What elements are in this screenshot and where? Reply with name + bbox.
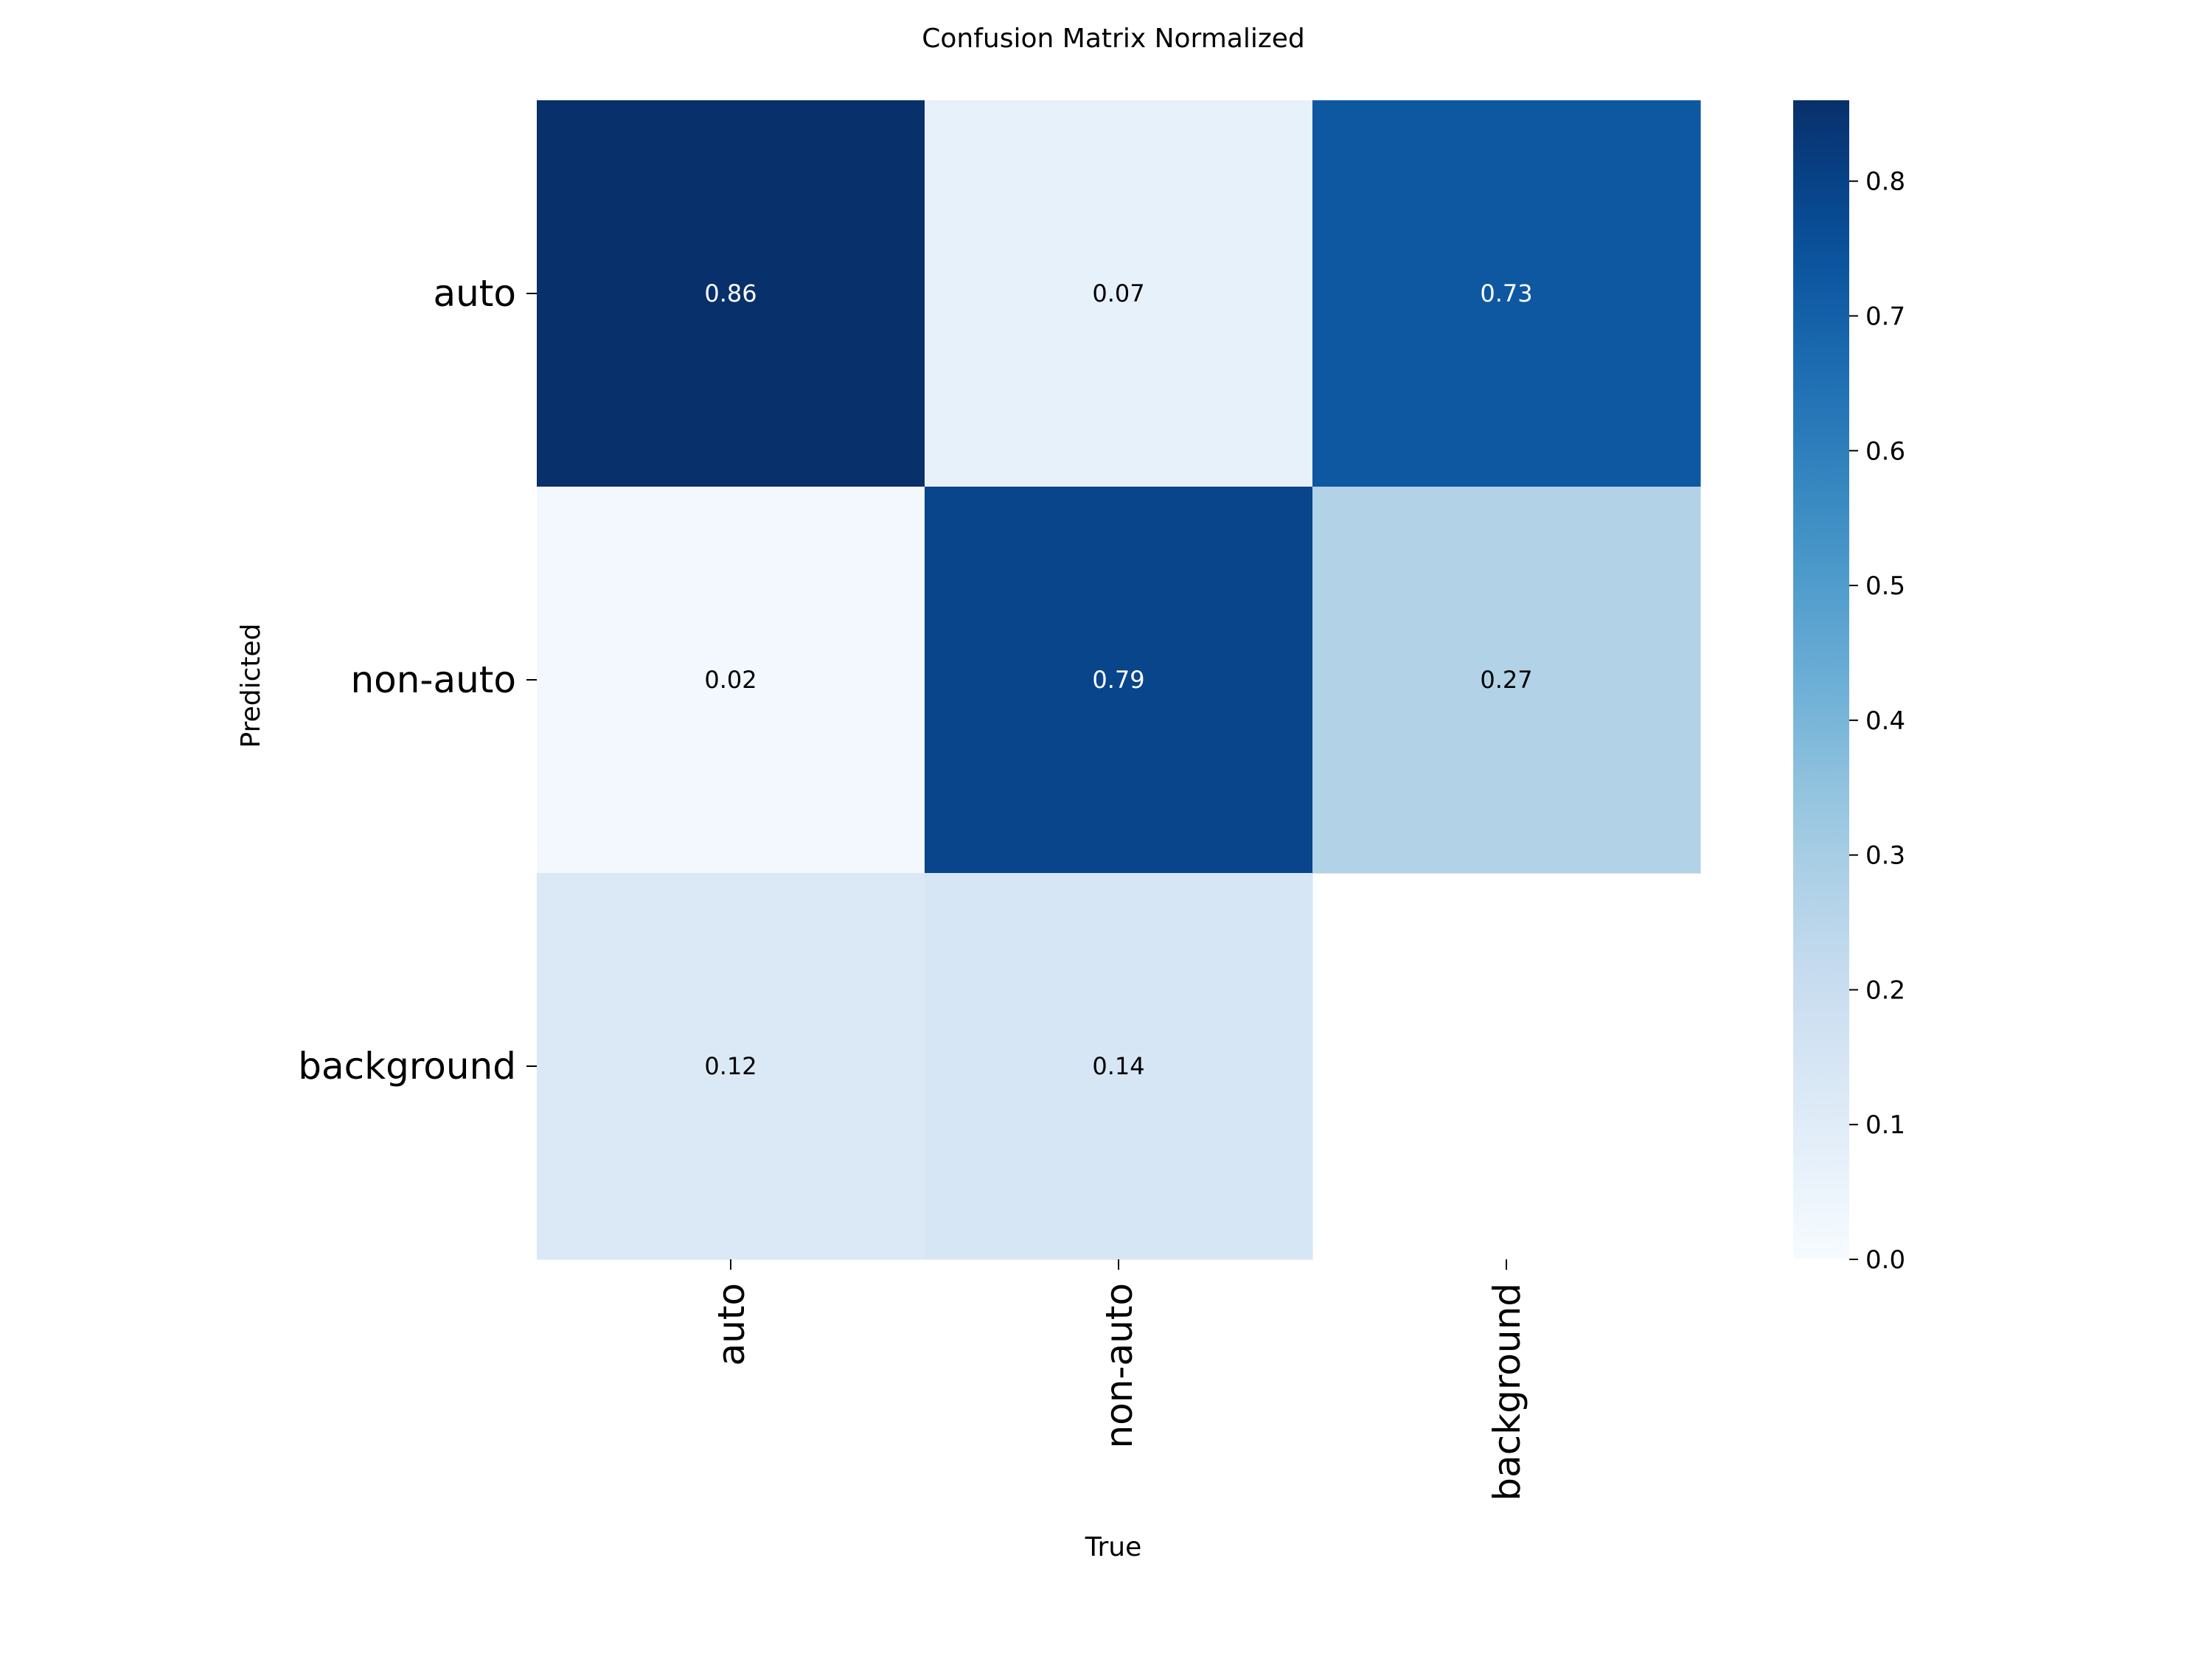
cell-auto-background [1312, 100, 1701, 487]
chart-title: Confusion Matrix Normalized [922, 24, 1304, 54]
x-tick-label-background: background [1486, 1283, 1528, 1501]
colorbar-ticks: 0.0 0.1 0.2 0.3 0.4 0.5 0.6 0.7 0.8 [1849, 167, 1905, 1275]
y-axis-label: Predicted [236, 624, 266, 748]
cell-background-auto [537, 873, 925, 1260]
colorbar-tick-label: 0.3 [1865, 841, 1905, 871]
x-tick-label-auto: auto [710, 1283, 753, 1366]
x-axis-label: True [1085, 1532, 1141, 1562]
cell-label: 0.86 [704, 279, 757, 307]
heatmap-cells [537, 100, 1701, 1260]
y-tick-label-auto: auto [433, 272, 516, 315]
colorbar-tick-label: 0.6 [1865, 437, 1905, 466]
colorbar-tick-label: 0.0 [1865, 1245, 1905, 1275]
cell-label: 0.02 [704, 666, 757, 694]
colorbar-tick-label: 0.4 [1865, 706, 1905, 736]
colorbar-tick-label: 0.5 [1865, 571, 1905, 601]
colorbar [1793, 100, 1849, 1259]
x-axis-ticks: auto non-auto background [710, 1259, 1528, 1501]
cell-auto-non-auto [925, 100, 1313, 487]
cell-background-non-auto [925, 873, 1313, 1260]
cell-non-auto-non-auto [925, 487, 1313, 874]
heatmap-cell-labels: 0.86 0.07 0.73 0.02 0.79 0.27 0.12 0.14 [704, 279, 1532, 1080]
y-axis-ticks: auto non-auto background [298, 272, 537, 1088]
cell-non-auto-background [1312, 487, 1701, 874]
colorbar-tick-label: 0.1 [1865, 1110, 1905, 1140]
cell-auto-auto [537, 100, 925, 487]
colorbar-tick-label: 0.7 [1865, 302, 1905, 331]
cell-label: 0.27 [1480, 666, 1532, 694]
colorbar-tick-label: 0.8 [1865, 167, 1905, 197]
colorbar-tick-label: 0.2 [1865, 975, 1905, 1005]
cell-label: 0.07 [1092, 279, 1144, 307]
cell-label: 0.79 [1092, 666, 1144, 694]
y-tick-label-background: background [298, 1045, 516, 1088]
cell-label: 0.12 [704, 1052, 757, 1080]
cell-non-auto-auto [537, 487, 925, 874]
y-tick-label-non-auto: non-auto [350, 658, 516, 701]
cell-label: 0.73 [1480, 279, 1532, 307]
cell-label: 0.14 [1092, 1052, 1144, 1080]
x-tick-label-non-auto: non-auto [1098, 1283, 1141, 1449]
